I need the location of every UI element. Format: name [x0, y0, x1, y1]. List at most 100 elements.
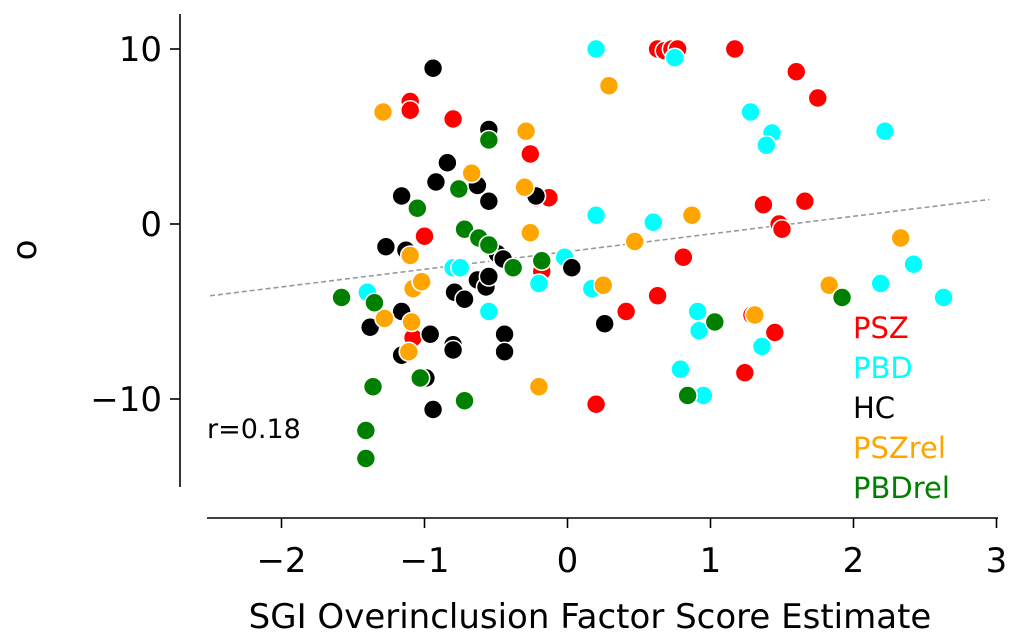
data-point-pbd: [870, 273, 891, 294]
data-point-hc: [594, 313, 615, 335]
data-point-pszrel: [890, 227, 911, 249]
data-point-pszrel: [744, 304, 766, 326]
data-point-pszrel: [592, 274, 614, 296]
data-point-hc: [391, 185, 412, 207]
x-axis-title: SGI Overinclusion Factor Score Estimate: [249, 597, 932, 637]
data-point-psz: [585, 393, 607, 415]
data-point-pbd: [740, 101, 761, 123]
data-point-hc: [478, 266, 500, 287]
x-tick-label: 0: [557, 541, 579, 581]
data-point-pbdrel: [478, 234, 500, 256]
data-point-pbd: [585, 204, 607, 226]
data-point-hc: [478, 190, 500, 212]
y-axis-title: o: [5, 240, 45, 261]
data-point-psz: [753, 194, 774, 216]
data-point-pbd: [670, 358, 691, 380]
x-tick-label: 1: [700, 541, 722, 581]
data-point-psz: [771, 218, 793, 240]
data-point-pszrel: [528, 376, 550, 398]
trend-line: [209, 198, 990, 297]
data-point-psz: [785, 61, 807, 83]
data-point-pbd: [687, 301, 708, 322]
y-tick-label: 10: [119, 30, 162, 70]
data-point-pszrel: [411, 271, 432, 293]
data-point-pbd: [755, 134, 777, 156]
data-point-psz: [764, 322, 786, 343]
data-point-psz: [724, 38, 746, 60]
data-points-layer: [331, 38, 954, 469]
data-point-hc: [422, 57, 444, 79]
data-point-hc: [422, 399, 444, 420]
data-point-pszrel: [372, 101, 394, 123]
data-point-hc: [375, 236, 397, 258]
data-point-pbdrel: [362, 376, 384, 398]
x-tick-label: −1: [399, 541, 449, 581]
data-point-hc: [425, 171, 447, 193]
correlation-annotation: r=0.18: [207, 414, 301, 445]
data-point-pbdrel: [704, 311, 726, 333]
data-point-pszrel: [514, 176, 535, 198]
data-point-pszrel: [598, 75, 620, 97]
data-point-pbd: [903, 253, 924, 275]
legend-entry-psz: PSZ: [853, 311, 909, 345]
data-point-psz: [615, 301, 637, 322]
data-point-psz: [794, 190, 816, 212]
data-point-pszrel: [374, 308, 395, 329]
x-axis-ticks: −2 −1 0 1 2 3: [256, 518, 1007, 581]
data-point-hc: [494, 323, 515, 345]
legend: PSZ PBD HC PSZrel PBDrel: [853, 311, 950, 505]
data-point-psz: [647, 285, 668, 307]
data-point-pbd: [874, 120, 896, 142]
legend-entry-pbdrel: PBDrel: [853, 471, 950, 505]
legend-entry-pszrel: PSZrel: [853, 431, 946, 465]
legend-entry-pbd: PBD: [853, 351, 913, 385]
data-point-pbd: [664, 47, 686, 69]
data-point-pbd: [688, 320, 710, 342]
data-point-psz: [673, 246, 694, 268]
data-point-hc: [561, 257, 583, 279]
data-point-hc: [454, 288, 475, 310]
y-tick-label: 0: [140, 205, 162, 245]
data-point-pbd: [933, 287, 954, 308]
data-point-pbdrel: [454, 390, 475, 412]
data-point-pbdrel: [355, 420, 377, 441]
data-point-pbdrel: [364, 292, 385, 314]
data-point-pbd: [449, 257, 471, 279]
data-point-psz: [520, 143, 541, 165]
data-point-pszrel: [520, 222, 541, 244]
x-tick-label: −2: [256, 541, 306, 581]
data-point-pszrel: [681, 204, 703, 226]
legend-entry-hc: HC: [853, 391, 895, 425]
data-point-pszrel: [461, 162, 482, 184]
data-point-pbdrel: [478, 129, 500, 151]
trend-line-layer: [209, 198, 990, 297]
data-point-pszrel: [818, 274, 840, 296]
data-point-pbdrel: [677, 385, 698, 406]
data-point-hc: [419, 323, 441, 345]
data-point-pbd: [751, 336, 773, 357]
data-point-pbd: [585, 38, 607, 60]
data-point-psz: [807, 87, 829, 109]
data-point-pbdrel: [531, 250, 553, 272]
data-point-pbdrel: [331, 287, 352, 308]
data-point-pszrel: [398, 341, 420, 363]
data-point-pszrel: [399, 245, 421, 266]
data-point-hc: [442, 339, 464, 361]
data-point-pszrel: [515, 120, 537, 142]
x-tick-label: 3: [986, 541, 1008, 581]
y-tick-label: −10: [90, 380, 162, 420]
y-axis-ticks: −10 0 10: [90, 30, 180, 420]
data-point-psz: [442, 108, 464, 130]
data-point-psz: [399, 99, 421, 121]
data-point-pbdrel: [407, 197, 428, 219]
data-point-psz: [414, 225, 435, 247]
data-point-pszrel: [401, 311, 422, 333]
data-point-pbdrel: [448, 178, 470, 200]
data-point-pbdrel: [831, 287, 853, 308]
data-point-hc: [494, 341, 515, 363]
data-point-pbd: [478, 301, 500, 322]
data-point-pbdrel: [409, 367, 431, 389]
data-point-pbd: [642, 211, 664, 233]
data-point-pszrel: [624, 231, 646, 252]
